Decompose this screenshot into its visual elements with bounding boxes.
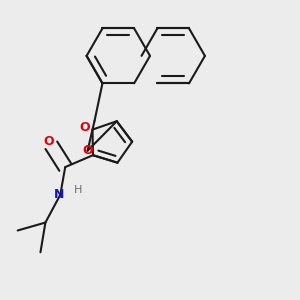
Text: N: N [54, 188, 64, 201]
Text: O: O [43, 135, 54, 148]
Text: O: O [79, 121, 90, 134]
Text: H: H [74, 185, 82, 195]
Text: O: O [82, 144, 93, 157]
